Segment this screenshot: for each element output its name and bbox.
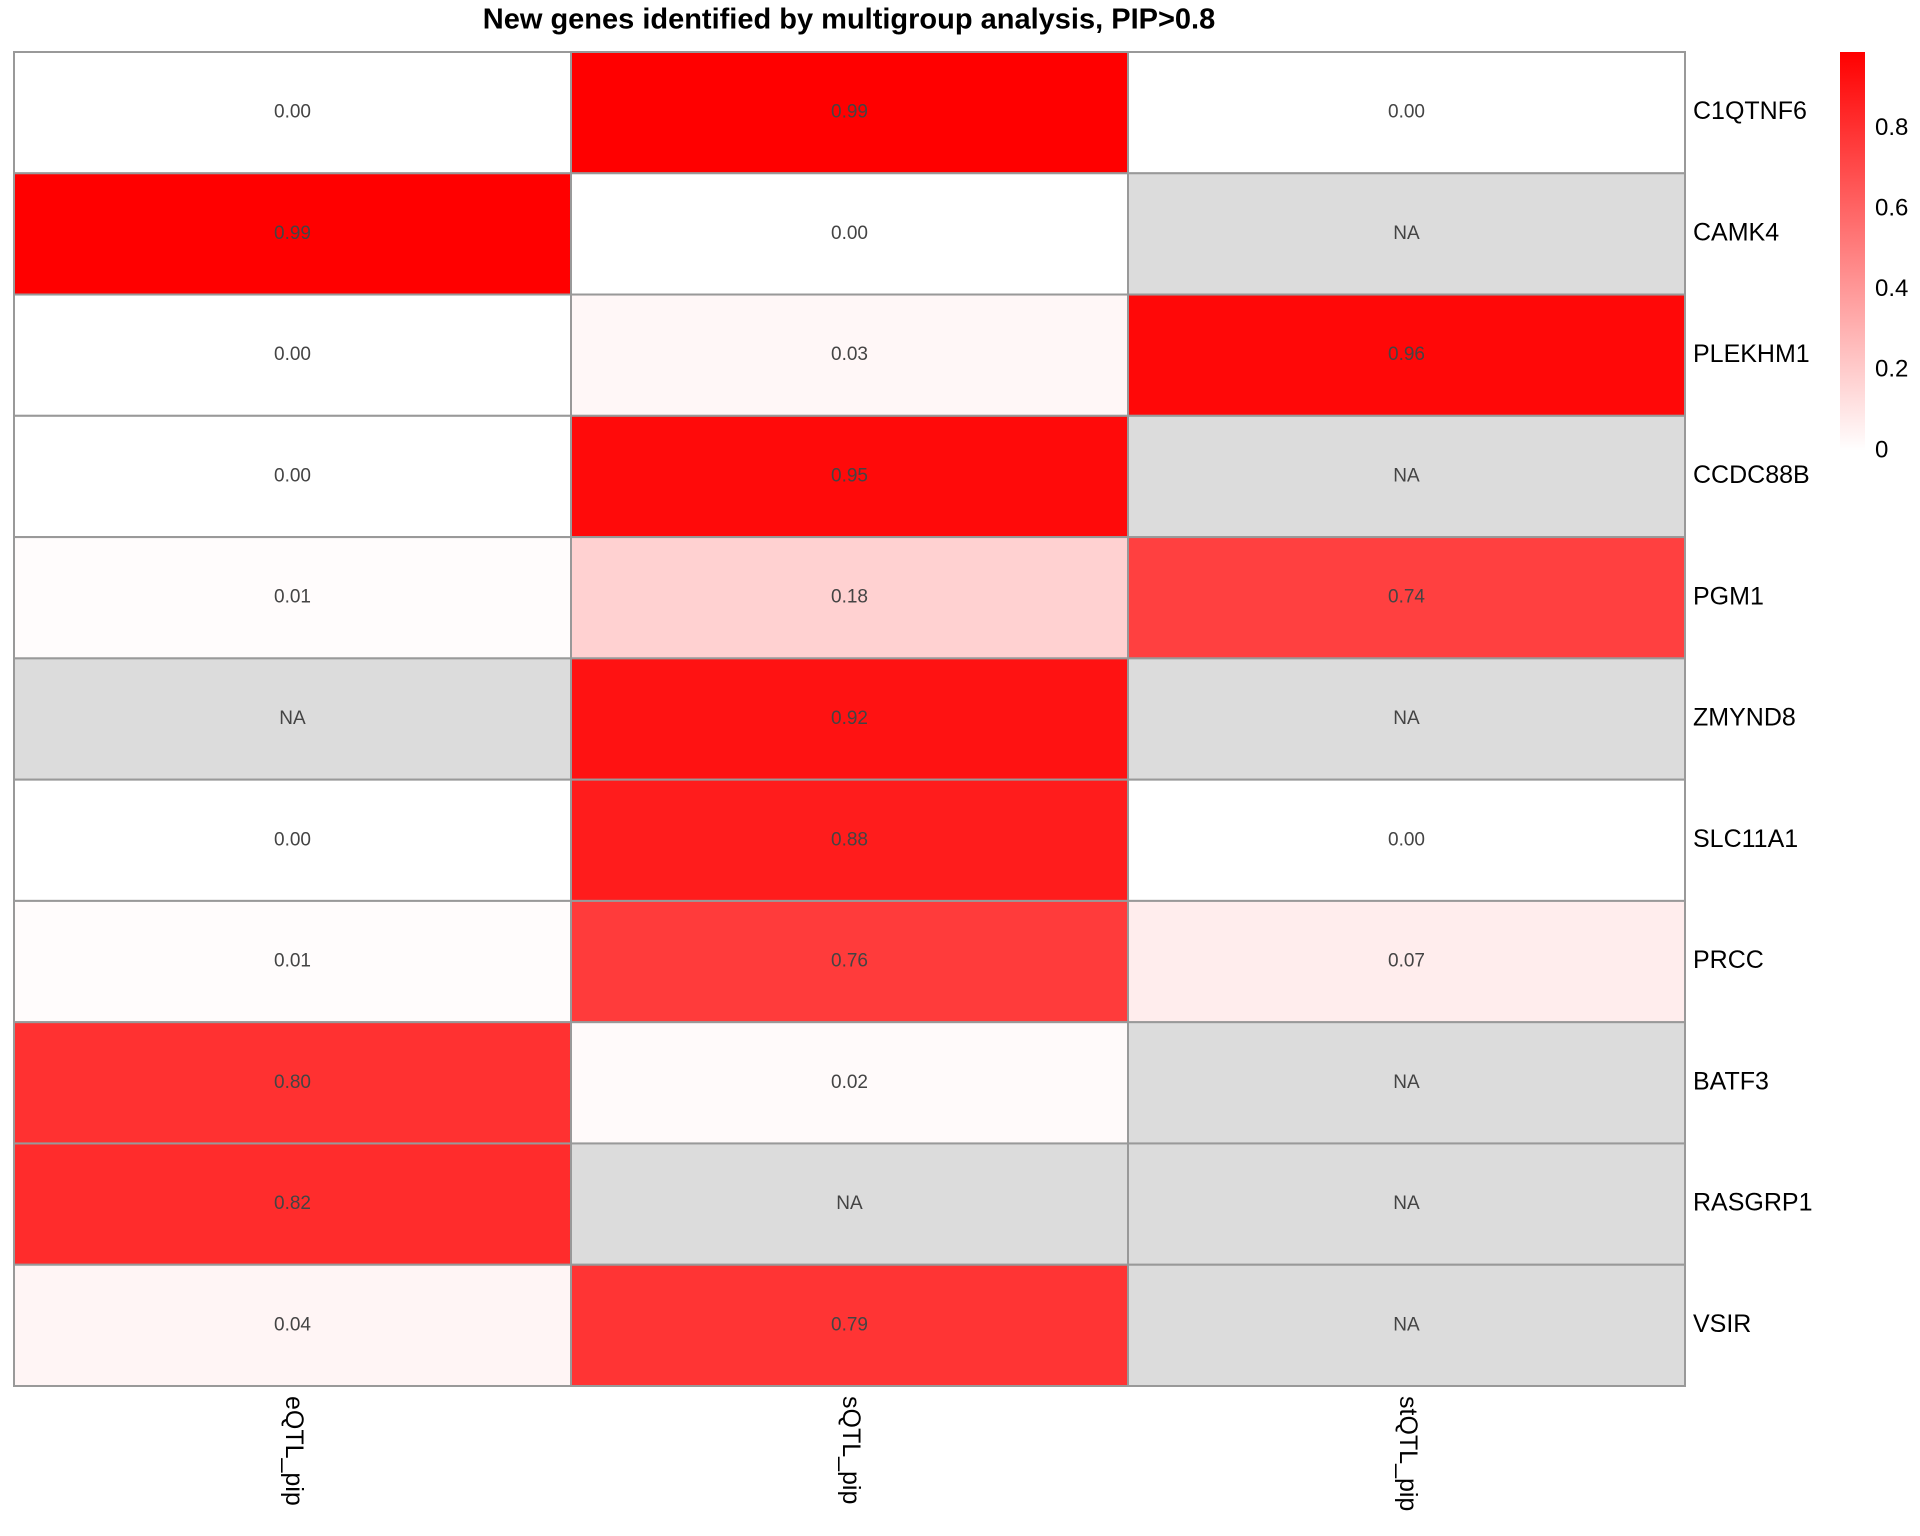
heatmap-cell [13,414,572,539]
cell-label: 0.04 [274,1314,311,1335]
cell-label: 0.00 [831,223,868,244]
cell-label: 0.01 [274,587,311,608]
cell-label: 0.96 [1388,344,1425,365]
cell-label: 0.00 [274,344,311,365]
heatmap-cell [570,899,1129,1024]
cell-label: 0.88 [831,829,868,850]
row-label: BATF3 [1693,1067,1769,1095]
heatmap-cell [570,172,1129,296]
heatmap-cell [13,1263,572,1388]
column-label: stQTL_pip [1394,1396,1422,1511]
cell-label: 0.00 [1388,829,1425,850]
cell-label: 0.92 [831,708,868,729]
cell-label: 0.95 [831,465,868,486]
heatmap-cell [13,1021,572,1145]
cell-label: 0.82 [274,1193,311,1214]
row-label: SLC11A1 [1693,825,1798,853]
cell-label: 0.07 [1388,951,1425,972]
color-tick-label: 0.8 [1875,114,1908,141]
cell-label: NA [1393,1072,1420,1093]
heatmap-cell [13,657,572,781]
heatmap-cell [1127,1021,1686,1145]
row-label: PRCC [1693,946,1764,974]
cell-label: 0.99 [831,102,868,123]
heatmap-cell [13,536,572,660]
cell-label: 0.74 [1388,587,1425,608]
heatmap-cell [1127,899,1686,1024]
row-label: CAMK4 [1693,219,1779,247]
heatmap-cell [570,657,1129,781]
cell-label: 0.00 [274,829,311,850]
heatmap-cell [1127,172,1686,296]
heatmap-cell [570,1142,1129,1266]
heatmap-cell [1127,1263,1686,1388]
cell-label: NA [1393,465,1420,486]
cell-label: NA [836,1193,863,1214]
heatmap-cell [13,172,572,296]
row-label: ZMYND8 [1693,704,1796,732]
color-tick-label: 0.2 [1875,356,1908,383]
column-label: sQTL_pip [837,1396,865,1504]
cell-label: NA [1393,1193,1420,1214]
heatmap-cell [13,51,572,175]
cell-label: 0.76 [831,951,868,972]
row-label: PGM1 [1693,582,1764,610]
heatmap-cell [1127,657,1686,781]
cell-label: 0.02 [831,1072,868,1093]
heatmap-cell [13,778,572,902]
column-label: eQTL_pip [280,1396,308,1506]
color-bar [1840,52,1865,451]
cell-label: NA [1393,223,1420,244]
heatmap-cell [570,536,1129,660]
row-label: RASGRP1 [1693,1189,1812,1217]
cell-label: 0.00 [274,465,311,486]
row-label: C1QTNF6 [1693,97,1807,125]
cell-label: 0.99 [274,223,311,244]
heatmap-cell [13,899,572,1024]
cell-label: NA [1393,1314,1420,1335]
cell-label: 0.18 [831,587,868,608]
cell-label: 0.00 [274,102,311,123]
heatmap-cell [1127,1142,1686,1266]
cell-label: NA [279,708,306,729]
color-tick-label: 0 [1875,436,1888,463]
heatmap-cell [1127,536,1686,660]
cell-label: NA [1393,708,1420,729]
row-label: VSIR [1693,1310,1751,1338]
row-label: CCDC88B [1693,461,1810,489]
heatmap-cell [570,293,1129,417]
cell-label: 0.03 [831,344,868,365]
cell-label: 0.79 [831,1314,868,1335]
heatmap-cell [1127,51,1686,175]
row-label: PLEKHM1 [1693,340,1810,368]
heatmap-cell [1127,778,1686,902]
cell-label: 0.00 [1388,102,1425,123]
color-tick-label: 0.4 [1875,275,1908,302]
heatmap-cell [13,1142,572,1266]
heatmap-cell [1127,414,1686,539]
cell-label: 0.01 [274,951,311,972]
heatmap-cell [570,778,1129,902]
color-tick-label: 0.6 [1875,195,1908,222]
heatmap-cell [570,51,1129,175]
chart-title: New genes identified by multigroup analy… [483,4,1215,36]
cell-label: 0.80 [274,1072,311,1093]
